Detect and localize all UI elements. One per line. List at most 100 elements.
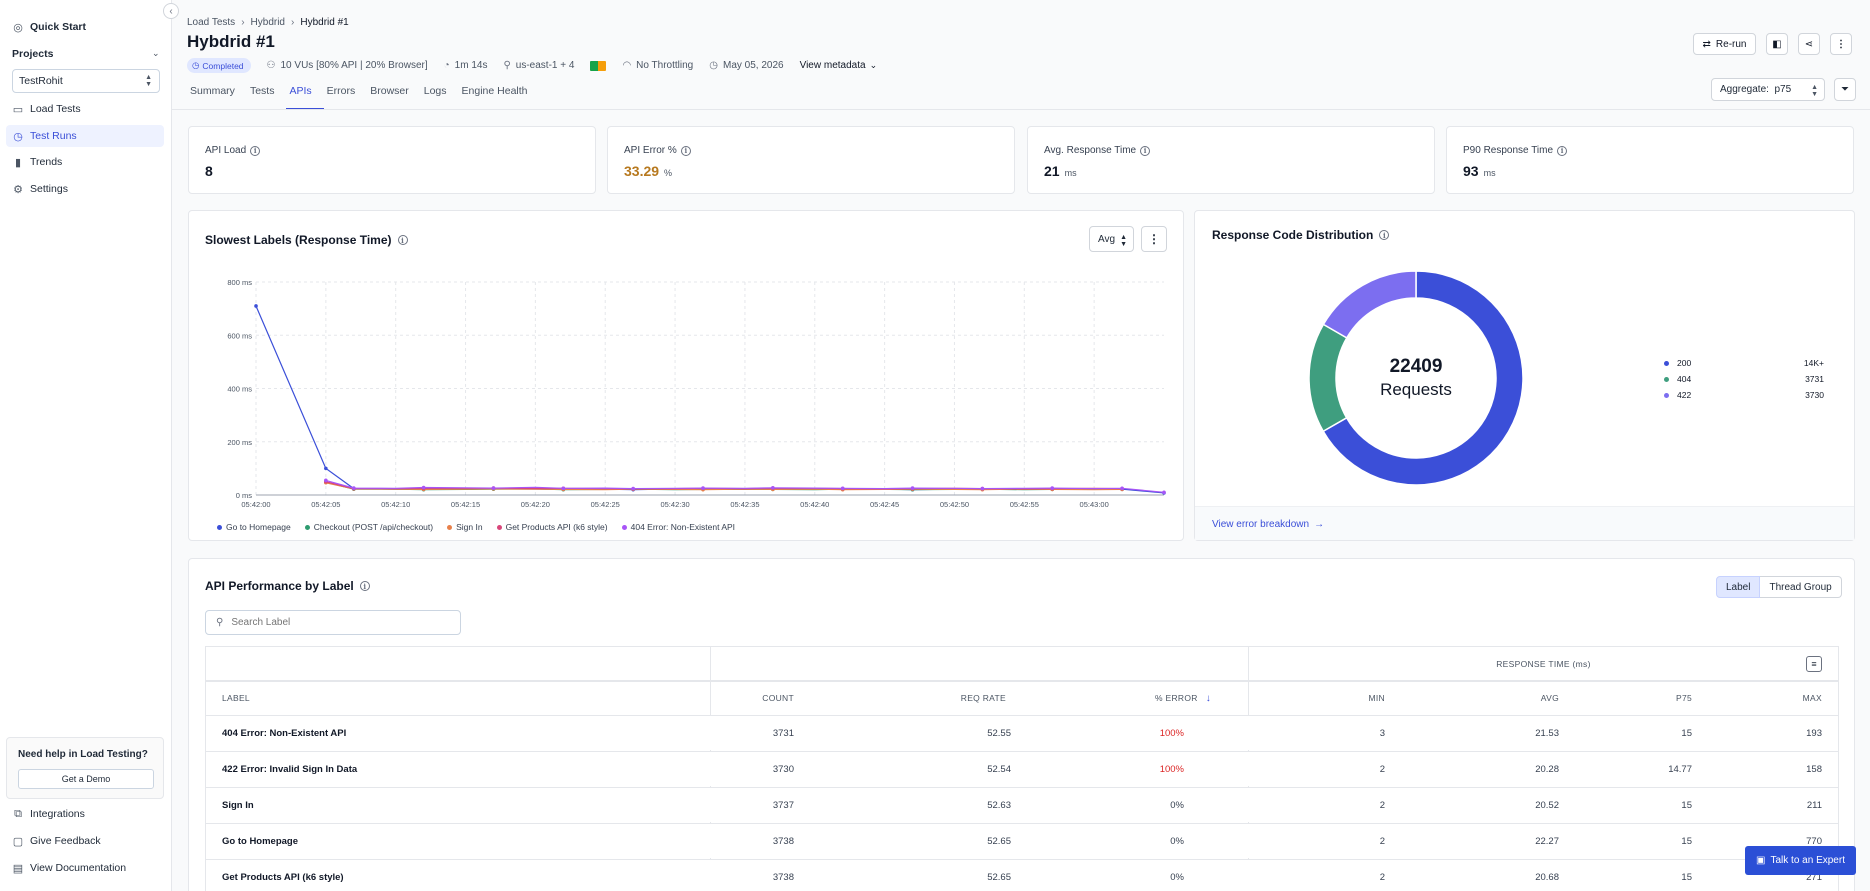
nav-give-feedback[interactable]: ▢ Give Feedback [6,830,164,852]
breadcrumb: Load Tests › Hybdrid › Hybdrid #1 [187,17,349,28]
compare-button[interactable]: ◧ [1766,33,1788,55]
share-button[interactable]: ⋖ [1798,33,1820,55]
legend-label: Go to Homepage [226,522,291,532]
chart-legend: Go to Homepage Checkout (POST /api/check… [217,522,735,532]
tab-summary[interactable]: Summary [190,85,235,97]
col-header-req-rate[interactable]: REQ RATE [960,693,1006,703]
search-label-input[interactable] [231,617,442,628]
nav-quick-start[interactable]: ◎ Quick Start [6,16,164,38]
response-code-donut [1308,270,1524,486]
legend-item[interactable]: Sign In [447,522,483,532]
talk-to-expert-button[interactable]: ▣ Talk to an Expert [1745,846,1856,875]
info-icon[interactable]: i [1379,230,1390,240]
chevron-down-icon: ⌄ [869,60,878,70]
column-settings-button[interactable]: ≡ [1806,656,1822,672]
rc-legend-label: 422 [1677,390,1692,400]
breadcrumb-item[interactable]: Hybdrid [250,17,285,28]
cell-max: 770 [1806,836,1822,847]
tab-engine-health[interactable]: Engine Health [461,85,528,97]
rc-legend-item[interactable]: 404 3731 [1664,373,1824,385]
cell-req-rate: 52.65 [987,872,1011,883]
toggle-label[interactable]: Label [1716,576,1761,598]
nav-settings-label: Settings [30,183,68,195]
col-header-error[interactable]: % ERROR ↓ [1106,681,1211,715]
filter-button[interactable]: ⏷ [1834,78,1856,101]
info-icon[interactable]: i [397,235,408,245]
toggle-thread-group[interactable]: Thread Group [1760,576,1842,598]
stat-value: 33.29% [624,163,672,179]
rc-legend-item[interactable]: 422 3730 [1664,389,1824,401]
legend-dot [447,524,453,530]
cell-label: Sign In [222,800,254,811]
stat-label: API Load i [205,145,261,156]
legend-item[interactable]: Checkout (POST /api/checkout) [304,522,433,532]
col-header-avg[interactable]: AVG [1540,693,1559,703]
rc-legend-item[interactable]: 200 14K+ [1664,357,1824,369]
nav-settings[interactable]: ⚙ Settings [6,178,164,200]
stat-value-text: 93 [1463,163,1479,179]
region-info: ⚲ us-east-1 + 4 [503,60,574,71]
table-row[interactable]: Get Products API (k6 style) 3738 52.65 0% 2 2… [206,859,1838,891]
data-point [351,486,356,490]
stat-label-text: API Error % [624,145,677,156]
col-header-max[interactable]: MAX [1802,693,1822,703]
tab-logs[interactable]: Logs [423,85,447,97]
gauge-icon: ◎ [13,21,23,34]
x-tick-label: 05:42:25 [591,500,620,509]
cell-avg: 20.52 [1535,800,1559,811]
chevron-down-icon[interactable]: ⌄ [152,48,160,58]
stat-value: 21 ms [1044,163,1077,179]
col-header-min[interactable]: MIN [1368,693,1385,703]
info-icon[interactable]: i [1140,145,1151,156]
col-header-count[interactable]: COUNT [762,693,794,703]
more-options-button[interactable]: ⋮ [1830,33,1852,55]
collapse-sidebar-button[interactable]: ‹ [163,3,179,19]
nav-trends[interactable]: ▮ Trends [6,151,164,173]
slowest-agg-select[interactable]: Avg ▲ ▼ [1089,226,1134,252]
tab-browser[interactable]: Browser [370,85,409,97]
table-row[interactable]: 404 Error: Non-Existent API 3731 52.55 100%… [206,715,1838,750]
table-row[interactable]: Sign In 3737 52.63 0% 2 20.52 15 211 [206,787,1838,822]
donut-slice-422[interactable] [1322,270,1417,339]
api-performance-table: RESPONSE TIME (ms) ≡ LABEL COUNT REQ RAT… [205,646,1839,891]
legend-dot [496,524,502,530]
nav-view-documentation[interactable]: ▤ View Documentation [6,857,164,879]
legend-item[interactable]: 404 Error: Non-Existent API [621,522,735,532]
x-tick-label: 05:42:30 [660,500,689,509]
breadcrumb-item[interactable]: Load Tests [187,17,236,28]
slowest-more-button[interactable]: ⋮ [1141,226,1167,252]
view-error-breakdown-link[interactable]: View error breakdown → [1212,519,1324,530]
legend-item[interactable]: Go to Homepage [217,522,291,532]
project-select[interactable]: TestRohit ▲ ▼ [12,69,160,93]
rerun-button[interactable]: ⇄ Re-run [1693,33,1756,55]
group-by-toggle: Label Thread Group [1716,576,1842,598]
info-icon[interactable]: i [1557,145,1568,156]
table-row[interactable]: Go to Homepage 3738 52.65 0% 2 22.27 15 770 [206,823,1838,858]
tab-errors[interactable]: Errors [326,85,356,97]
nav-load-tests[interactable]: ▭ Load Tests [6,98,164,120]
donut-slice-200[interactable] [1322,270,1524,486]
nav-test-runs[interactable]: ◷ Test Runs [6,125,164,147]
get-demo-button[interactable]: Get a Demo [18,769,154,789]
view-metadata-button[interactable]: View metadata ⌄ [800,60,878,71]
tab-tests[interactable]: Tests [249,85,275,97]
table-row[interactable]: 422 Error: Invalid Sign In Data 3730 52.54… [206,751,1838,786]
info-icon[interactable]: i [359,581,370,591]
stat-unit: ms [1064,168,1077,178]
aggregate-select[interactable]: Aggregate: p75 ▲ ▼ [1711,78,1825,101]
info-icon[interactable]: i [250,145,261,156]
error-breakdown-text: View error breakdown [1212,519,1310,530]
gear-icon: ⚙ [13,183,23,196]
nav-integrations[interactable]: ⧉ Integrations [6,803,164,825]
info-icon[interactable]: i [680,145,691,156]
x-tick-label: 05:42:50 [940,500,969,509]
rc-legend-label: 404 [1677,374,1692,384]
tab-apis[interactable]: APIs [286,84,324,110]
col-header-label[interactable]: LABEL [222,693,250,703]
legend-item[interactable]: Get Products API (k6 style) [496,522,608,532]
cell-req-rate: 52.63 [987,800,1011,811]
date-info: ◷ May 05, 2026 [709,60,783,71]
sidebar: ◎ Quick Start Projects ⌄ TestRohit ▲ ▼ ▭ … [0,0,172,891]
cell-avg: 20.28 [1535,764,1559,775]
col-header-p75[interactable]: P75 [1675,693,1692,703]
